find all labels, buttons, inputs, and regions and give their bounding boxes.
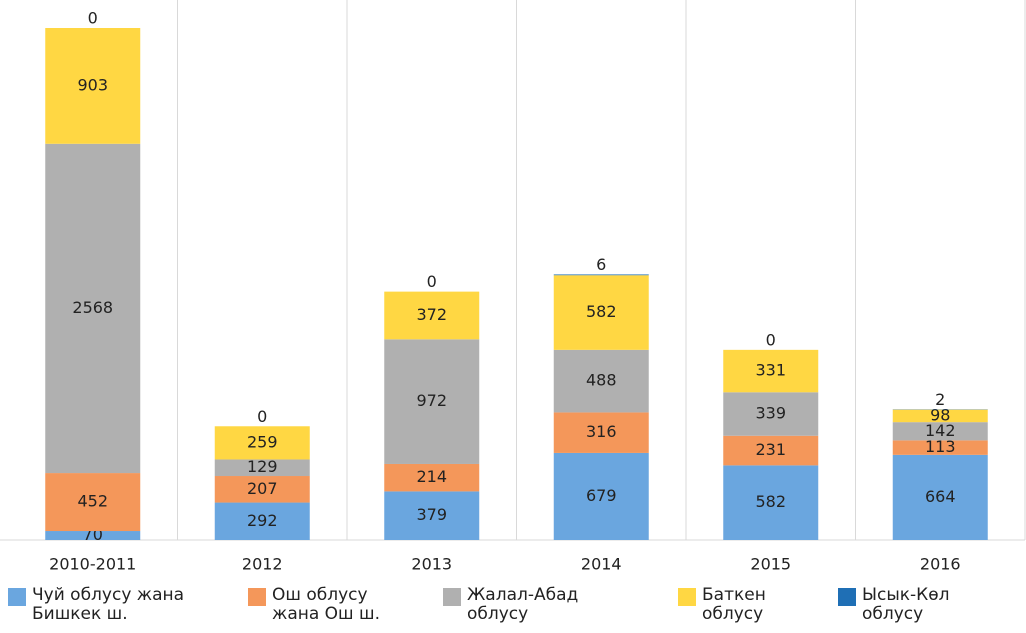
data-label: 129 [247,457,278,476]
data-label: 292 [247,511,278,530]
bar-segment [214,459,310,477]
legend: Чуй облусу жана Бишкек ш. Ош облусу жана … [0,586,1026,633]
bar-segment [553,349,649,413]
legend-label: Чуй облусу жана Бишкек ш. [32,585,185,624]
bar-segment [384,291,480,340]
bar-segment [45,143,141,474]
x-tick-label: 2013 [411,555,452,574]
legend-item: Чуй облусу жана Бишкек ш. [8,586,197,624]
data-label: 488 [586,371,617,390]
bar-segment [553,412,649,453]
legend-swatch [248,588,266,606]
data-label: 679 [586,486,617,505]
bar-segment [723,349,819,393]
x-tick-label: 2012 [242,555,283,574]
x-tick-label: 2010-2011 [49,555,136,574]
data-label: 379 [416,505,447,524]
data-label: 903 [77,75,108,94]
data-label: 2 [935,390,945,409]
bar-segment [723,435,819,466]
data-label: 339 [755,404,786,423]
bar-segment [214,476,310,503]
legend-label: Баткен облусу [702,585,766,624]
data-label: 207 [247,479,278,498]
bar-segment [384,339,480,464]
data-label: 331 [755,361,786,380]
data-label: 142 [925,421,956,440]
legend-label: Ош облусу жана Ош ш. [272,585,380,624]
data-label: 372 [416,305,447,324]
data-label: 316 [586,422,617,441]
bar-segment [553,274,649,276]
legend-label: Жалал-Абад облусу [467,585,579,624]
data-label: 231 [755,440,786,459]
bar-segment [892,422,988,441]
data-label: 2568 [72,298,113,317]
data-label: 0 [257,407,267,426]
bar-segment [214,502,310,540]
bar-segment [892,409,988,423]
bar-segment [45,531,141,540]
data-label: 0 [88,9,98,28]
data-label: 259 [247,432,278,451]
data-label: 582 [586,302,617,321]
legend-swatch [678,588,696,606]
x-tick-label: 2015 [750,555,791,574]
legend-item: Жалал-Абад облусу [443,586,587,624]
chart: 2010-20117045225689030201229220712925902… [0,0,1026,574]
bar-segment [384,463,480,492]
data-label: 972 [416,391,447,410]
legend-swatch [838,588,856,606]
data-label: 113 [925,437,956,456]
bar-segment [553,452,649,540]
data-label: 0 [766,330,776,349]
data-label: 0 [427,272,437,291]
legend-item: Ысык-Көл облусу [838,586,972,624]
legend-swatch [443,588,461,606]
bar-segment [384,491,480,540]
data-label: 98 [930,405,950,424]
x-tick-label: 2014 [581,555,622,574]
bar-segment [892,440,988,455]
bar-segment [892,454,988,540]
legend-swatch [8,588,26,606]
data-label: 214 [416,467,447,486]
bar-segment [553,275,649,350]
bar-segment [723,465,819,540]
bar-segment [214,426,310,460]
data-label: 582 [755,492,786,511]
legend-item: Ош облусу жана Ош ш. [248,586,382,624]
x-tick-label: 2016 [920,555,961,574]
data-label: 6 [596,255,606,274]
bar-segment [45,28,141,144]
data-label: 452 [77,492,108,511]
bar-segment [723,392,819,436]
legend-label: Ысык-Көл облусу [862,585,950,624]
legend-item: Баткен облусу [678,586,782,624]
data-label: 664 [925,487,956,506]
bar-segment [45,473,141,532]
